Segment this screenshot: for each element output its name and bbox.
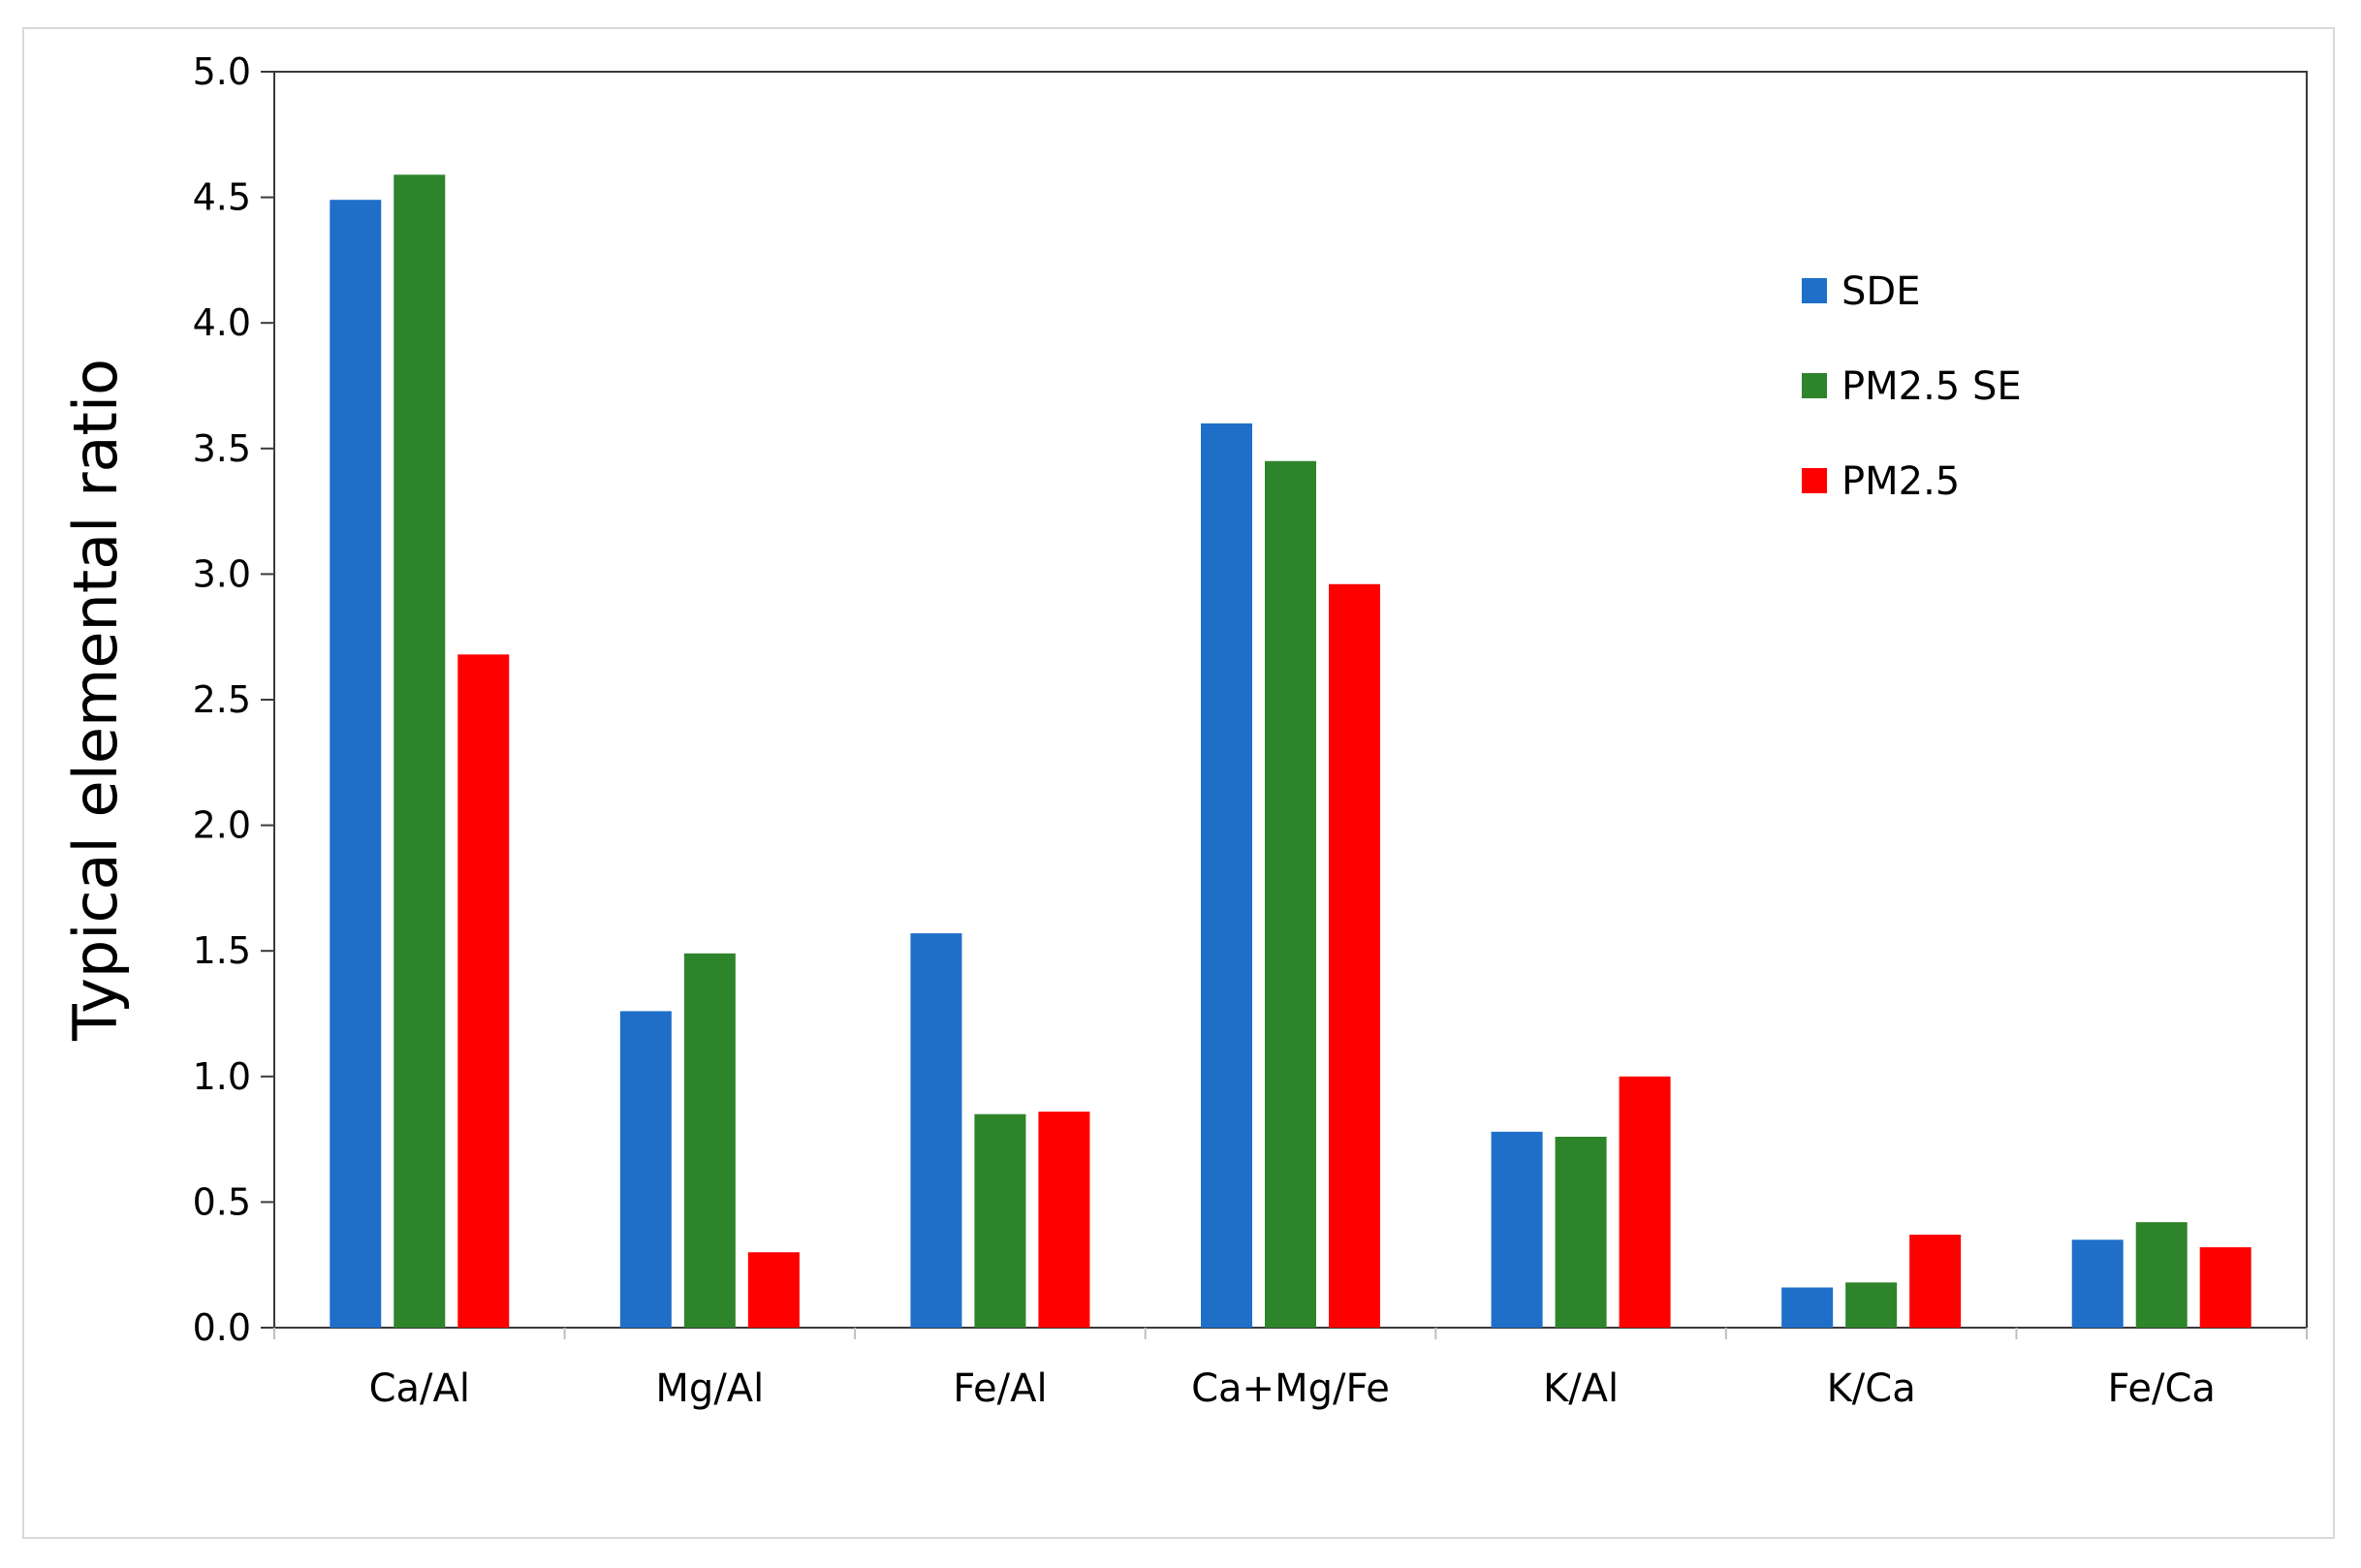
y-tick-label: 3.5	[193, 427, 251, 470]
bar-sde-k-ca	[1781, 1287, 1834, 1328]
legend-swatch	[1802, 468, 1827, 493]
bars	[330, 174, 2251, 1329]
legend-label: SDE	[1842, 269, 1920, 314]
bar-pm2-5-se-fe-al	[974, 1113, 1026, 1328]
x-category-label: Ca/Al	[369, 1366, 470, 1411]
y-tick-label: 3.0	[193, 552, 251, 595]
bar-pm2-5-k-al	[1619, 1076, 1671, 1328]
bar-sde-fe-ca	[2071, 1239, 2124, 1328]
x-category-label: Ca+Mg/Fe	[1191, 1366, 1390, 1411]
x-category-label: K/Ca	[1827, 1366, 1916, 1411]
legend: SDE PM2.5 SE PM2.5	[1802, 269, 2022, 504]
bar-pm2-5-mg-al	[747, 1252, 800, 1328]
y-tick-label: 2.0	[193, 804, 251, 847]
x-category-label: Fe/Al	[953, 1366, 1047, 1411]
x-category-label: K/Al	[1543, 1366, 1619, 1411]
legend-label: PM2.5	[1842, 459, 1960, 504]
bar-sde-ca-mg-fe	[1201, 423, 1252, 1328]
bar-sde-fe-al	[910, 933, 962, 1328]
y-tick-label: 0.5	[193, 1180, 251, 1223]
x-category-label: Mg/Al	[655, 1366, 764, 1411]
bar-pm2-5-se-k-ca	[1845, 1282, 1898, 1328]
y-tick-label: 1.0	[193, 1055, 251, 1098]
legend-swatch	[1802, 278, 1827, 303]
bar-pm2-5-se-mg-al	[683, 953, 736, 1328]
y-axis-label: Typical elemental ratio	[60, 359, 131, 1042]
y-tick-label: 2.5	[193, 678, 251, 721]
bar-sde-k-al	[1491, 1131, 1543, 1328]
bar-pm2-5-se-fe-ca	[2135, 1222, 2188, 1328]
y-tick-label: 0.0	[193, 1306, 251, 1349]
x-axis-ticks: Ca/Al Mg/Al Fe/Al Ca+Mg/Fe K/Al K/Ca Fe/Ca	[273, 1328, 2308, 1411]
bar-pm2-5-ca-mg-fe	[1329, 583, 1380, 1328]
bar-sde-mg-al	[619, 1011, 672, 1328]
bar-sde-ca-al	[330, 200, 382, 1328]
bar-pm2-5-se-ca-al	[394, 174, 446, 1329]
y-axis-ticks: 0.0 0.5 1.0 1.5 2.0 2.5 3.0 3.5 4.0 4.5 5.0	[193, 50, 274, 1349]
bar-pm2-5-fe-ca	[2199, 1247, 2251, 1328]
y-tick-label: 4.5	[193, 176, 251, 219]
y-tick-label: 4.0	[193, 301, 251, 344]
bar-pm2-5-se-ca-mg-fe	[1265, 460, 1316, 1328]
bar-pm2-5-k-ca	[1909, 1235, 1962, 1328]
bar-pm2-5-ca-al	[457, 654, 510, 1328]
y-tick-label: 5.0	[193, 50, 251, 93]
legend-swatch	[1802, 373, 1827, 398]
bar-pm2-5-se-k-al	[1555, 1137, 1607, 1328]
legend-label: PM2.5 SE	[1842, 364, 2022, 409]
y-tick-label: 1.5	[193, 929, 251, 972]
bar-pm2-5-fe-al	[1038, 1112, 1090, 1328]
x-category-label: Fe/Ca	[2108, 1366, 2216, 1411]
